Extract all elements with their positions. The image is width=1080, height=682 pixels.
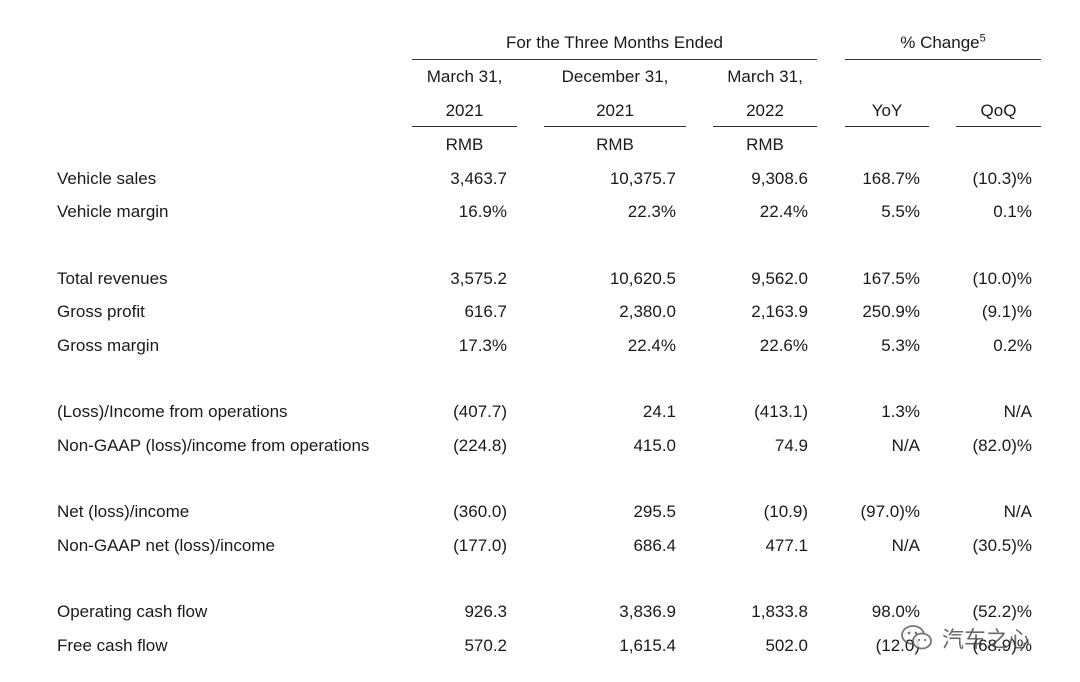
row-label: Total revenues xyxy=(57,269,168,288)
cell-yoy: N/A xyxy=(891,436,920,455)
cell-q1-2021: (177.0) xyxy=(453,536,507,555)
cell-yoy: (97.0)% xyxy=(860,502,920,521)
cell-q1-2021: 570.2 xyxy=(464,636,507,655)
cell-yoy: 250.9% xyxy=(862,302,920,321)
col3-line2: 2022 xyxy=(746,101,784,120)
cell-q1-2021: (407.7) xyxy=(453,402,507,421)
cell-qoq: 0.1% xyxy=(993,202,1032,221)
cell-q1-2022: 1,833.8 xyxy=(751,602,808,621)
col1-line2: 2021 xyxy=(445,101,484,120)
cell-q4-2021: 10,375.7 xyxy=(609,169,676,188)
row-label: Operating cash flow xyxy=(57,602,208,621)
cell-qoq: 0.2% xyxy=(993,336,1032,355)
row-label: Net (loss)/income xyxy=(57,502,190,521)
period-group-header: For the Three Months Ended xyxy=(505,33,724,52)
cell-qoq: (30.5)% xyxy=(972,536,1032,555)
row-label: (Loss)/Income from operations xyxy=(57,402,288,421)
cell-q4-2021: 22.4% xyxy=(627,336,676,355)
cell-yoy: 167.5% xyxy=(862,269,920,288)
cell-q1-2021: 616.7 xyxy=(464,302,507,321)
wechat-icon xyxy=(901,625,932,650)
period-group-rule xyxy=(412,59,817,60)
cell-qoq: (68.9)% xyxy=(972,636,1032,655)
cell-q4-2021: 22.3% xyxy=(627,202,676,221)
cell-qoq: (10.3)% xyxy=(972,169,1032,188)
cell-q1-2022: 22.6% xyxy=(759,336,808,355)
cell-yoy: (12.0) xyxy=(875,636,920,655)
col3-line1: March 31, xyxy=(727,67,803,86)
cell-qoq: (82.0)% xyxy=(972,436,1032,455)
cell-yoy: 1.3% xyxy=(881,402,920,421)
cell-yoy: 5.5% xyxy=(881,202,920,221)
row-label: Non-GAAP (loss)/income from operations xyxy=(57,436,370,455)
cell-q1-2022: (413.1) xyxy=(754,402,808,421)
cell-q4-2021: 415.0 xyxy=(633,436,676,455)
col1-line1: March 31, xyxy=(426,67,503,86)
row-label: Non-GAAP net (loss)/income xyxy=(57,536,275,555)
col3-currency: RMB xyxy=(746,135,784,154)
col-qoq: QoQ xyxy=(980,101,1017,120)
cell-q1-2022: 502.0 xyxy=(765,636,808,655)
cell-qoq: N/A xyxy=(1003,402,1032,421)
yoy-rule xyxy=(845,126,929,127)
cell-yoy: 5.3% xyxy=(881,336,920,355)
cell-q1-2022: 2,163.9 xyxy=(751,302,808,321)
cell-q1-2022: (10.9) xyxy=(763,502,808,521)
cell-q1-2021: 3,575.2 xyxy=(450,269,507,288)
cell-q4-2021: 1,615.4 xyxy=(619,636,676,655)
row-label: Vehicle sales xyxy=(57,169,157,188)
row-label: Vehicle margin xyxy=(57,202,169,221)
cell-q1-2021: 17.3% xyxy=(458,336,507,355)
cell-q1-2022: 9,562.0 xyxy=(751,269,808,288)
cell-qoq: (10.0)% xyxy=(972,269,1032,288)
cell-qoq: (9.1)% xyxy=(981,302,1032,321)
watermark: 汽车之心 xyxy=(900,618,1060,658)
cell-q4-2021: 295.5 xyxy=(633,502,676,521)
cell-yoy: 168.7% xyxy=(862,169,920,188)
cell-q4-2021: 686.4 xyxy=(633,536,676,555)
col-yoy: YoY xyxy=(871,101,903,120)
cell-qoq: N/A xyxy=(1003,502,1032,521)
change-group-label: % Change xyxy=(900,33,980,52)
cell-q1-2022: 22.4% xyxy=(759,202,808,221)
cell-q1-2021: 3,463.7 xyxy=(450,169,507,188)
row-label: Gross profit xyxy=(57,302,145,321)
cell-q1-2021: 16.9% xyxy=(458,202,507,221)
cell-q1-2021: (360.0) xyxy=(453,502,507,521)
cell-q4-2021: 10,620.5 xyxy=(609,269,676,288)
col2-rule xyxy=(544,126,686,127)
row-label: Free cash flow xyxy=(57,636,168,655)
cell-qoq: (52.2)% xyxy=(972,602,1032,621)
row-label: Gross margin xyxy=(57,336,160,355)
col2-line1: December 31, xyxy=(561,67,669,86)
change-group-rule xyxy=(845,59,1041,60)
cell-q1-2022: 477.1 xyxy=(765,536,808,555)
cell-q4-2021: 3,836.9 xyxy=(619,602,676,621)
cell-q1-2021: 926.3 xyxy=(464,602,507,621)
cell-q4-2021: 24.1 xyxy=(642,402,676,421)
change-group-header: % Change5 xyxy=(845,33,1041,53)
col1-currency: RMB xyxy=(445,135,484,154)
cell-q1-2022: 9,308.6 xyxy=(751,169,808,188)
col2-currency: RMB xyxy=(596,135,634,154)
col2-line2: 2021 xyxy=(596,101,634,120)
cell-q4-2021: 2,380.0 xyxy=(619,302,676,321)
watermark-text: 汽车之心 xyxy=(942,628,1031,653)
col1-rule xyxy=(412,126,517,127)
cell-q1-2021: (224.8) xyxy=(453,436,507,455)
cell-yoy: N/A xyxy=(891,536,920,555)
col3-rule xyxy=(713,126,817,127)
change-footnote: 5 xyxy=(979,32,986,45)
cell-q1-2022: 74.9 xyxy=(774,436,808,455)
cell-yoy: 98.0% xyxy=(871,602,920,621)
qoq-rule xyxy=(956,126,1041,127)
